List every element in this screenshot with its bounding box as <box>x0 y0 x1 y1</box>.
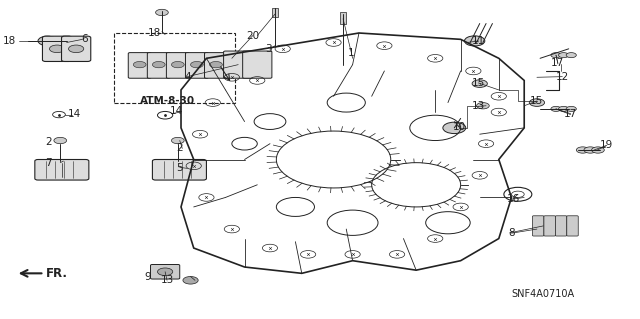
FancyBboxPatch shape <box>35 160 89 180</box>
Circle shape <box>472 80 487 87</box>
Circle shape <box>210 62 222 68</box>
Circle shape <box>566 53 577 58</box>
Text: 10: 10 <box>453 122 466 132</box>
Text: 12: 12 <box>556 72 569 82</box>
Circle shape <box>172 137 184 144</box>
FancyBboxPatch shape <box>205 53 227 78</box>
Circle shape <box>172 62 184 68</box>
Text: 3: 3 <box>266 44 272 55</box>
Text: 2: 2 <box>177 143 183 153</box>
FancyBboxPatch shape <box>150 264 180 279</box>
FancyBboxPatch shape <box>567 216 578 236</box>
Text: 13: 13 <box>472 101 485 111</box>
Circle shape <box>529 99 545 106</box>
Text: 1: 1 <box>348 48 355 58</box>
Bar <box>340 12 346 24</box>
Text: 18: 18 <box>148 28 161 38</box>
FancyBboxPatch shape <box>532 216 544 236</box>
Text: 5: 5 <box>177 163 183 173</box>
FancyBboxPatch shape <box>42 36 72 62</box>
Text: 18: 18 <box>3 36 16 46</box>
FancyBboxPatch shape <box>61 36 91 62</box>
Text: 19: 19 <box>600 140 614 150</box>
Text: 16: 16 <box>507 194 520 204</box>
FancyBboxPatch shape <box>128 53 151 78</box>
Text: 6: 6 <box>81 34 88 44</box>
Text: ATM-8-30: ATM-8-30 <box>140 96 195 106</box>
Text: FR.: FR. <box>46 267 68 280</box>
FancyBboxPatch shape <box>166 53 189 78</box>
Circle shape <box>443 122 466 134</box>
Circle shape <box>566 106 577 111</box>
FancyBboxPatch shape <box>186 53 209 78</box>
Circle shape <box>183 277 198 284</box>
Text: 20: 20 <box>246 31 259 41</box>
Circle shape <box>68 45 84 53</box>
Text: 17: 17 <box>551 58 564 68</box>
FancyBboxPatch shape <box>152 160 207 180</box>
Circle shape <box>577 147 589 153</box>
Text: 14: 14 <box>170 107 183 116</box>
Circle shape <box>559 53 569 58</box>
Circle shape <box>191 62 204 68</box>
Text: 4: 4 <box>184 72 191 82</box>
Text: 17: 17 <box>564 109 577 119</box>
Circle shape <box>584 147 596 153</box>
Circle shape <box>152 62 165 68</box>
Circle shape <box>133 62 146 68</box>
Text: 7: 7 <box>45 158 52 168</box>
Circle shape <box>477 103 489 109</box>
FancyBboxPatch shape <box>147 53 170 78</box>
Text: 9: 9 <box>145 272 151 282</box>
Text: 15: 15 <box>472 78 485 88</box>
FancyBboxPatch shape <box>544 216 556 236</box>
Text: SNF4A0710A: SNF4A0710A <box>511 289 575 299</box>
Circle shape <box>157 268 173 276</box>
Circle shape <box>551 53 561 58</box>
FancyBboxPatch shape <box>556 216 567 236</box>
Circle shape <box>156 9 168 16</box>
Text: 13: 13 <box>161 275 173 285</box>
Circle shape <box>465 36 485 46</box>
Circle shape <box>551 106 561 111</box>
FancyBboxPatch shape <box>223 51 253 78</box>
Text: 2: 2 <box>45 137 52 147</box>
Text: 15: 15 <box>531 96 543 106</box>
Text: 8: 8 <box>508 228 515 238</box>
Circle shape <box>38 36 57 46</box>
Circle shape <box>54 137 67 144</box>
Text: 14: 14 <box>68 109 81 119</box>
Text: 11: 11 <box>472 36 485 46</box>
Circle shape <box>49 45 65 53</box>
Bar <box>272 8 278 17</box>
Circle shape <box>559 106 569 111</box>
FancyBboxPatch shape <box>243 51 272 78</box>
Circle shape <box>591 147 604 153</box>
